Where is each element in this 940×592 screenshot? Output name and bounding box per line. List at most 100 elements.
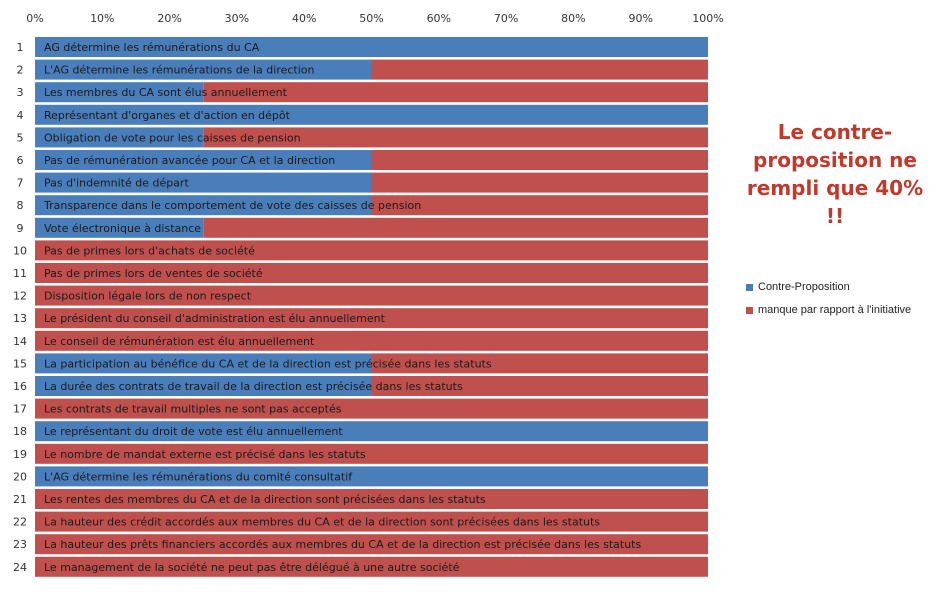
bar-label: Le conseil de rémunération est élu annue… [44,335,315,348]
bar-label: Pas d'indemnité de départ [44,177,189,190]
category-label: 22 [13,516,27,529]
category-label: 21 [13,493,27,506]
category-label: 18 [13,425,27,438]
bar-segment-manque [35,534,708,555]
bar-segment-contre-proposition [35,172,372,193]
bar-segment-manque [371,353,708,374]
bar-labels: AG détermine les rémunérations du CA L'AG… [43,41,641,574]
bar-segment-contre-proposition [35,376,372,396]
x-tick-label: 70% [494,12,518,25]
category-label: 5 [17,131,24,144]
category-label: 11 [13,267,27,280]
bar-segment-contre-proposition [35,466,708,487]
category-label: 2 [17,64,24,77]
category-label: 4 [17,109,24,122]
bar-segment-manque [203,127,708,148]
category-label: 9 [17,222,24,235]
bar-segment-manque [35,330,708,351]
category-label: 24 [13,561,27,574]
bar-label: Le président du conseil d'administration… [44,312,386,325]
category-label: 23 [13,538,27,551]
category-label: 12 [13,290,27,303]
bar-segment-manque [371,150,708,170]
legend: Contre-Proposition manque par rapport à … [746,280,911,326]
x-tick-label: 100% [692,12,723,25]
bar-label: Le management de la société ne peut pas … [44,561,460,574]
legend-swatch-manque [746,306,753,314]
bar-label: Les contrats de travail multiples ne son… [44,403,342,416]
x-tick-label: 20% [157,12,181,25]
bar-label: Pas de primes lors de ventes de société [44,267,263,280]
bar-label: Les membres du CA sont élus annuellement [44,86,288,99]
bar-segment-contre-proposition [35,82,204,103]
bar-segment-manque [203,82,708,103]
bar-segment-manque [371,59,708,80]
category-label: 1 [17,41,24,54]
bar-segment-manque [35,398,708,419]
bar-label: AG détermine les rémunérations du CA [44,41,260,54]
bar-segment-manque [371,376,708,396]
bar-segment-manque [35,511,708,532]
bar-segment-manque [371,195,708,216]
legend-label: Contre-Proposition [758,281,850,293]
bar-segment-contre-proposition [35,353,372,374]
annotation-text: Le contre-proposition ne rempli que 40% … [746,120,924,228]
bar-label: Pas de primes lors d'achats de société [44,244,255,257]
bar-label: La hauteur des crédit accordés aux membr… [44,516,600,529]
bar-label: La hauteur des prêts financiers accordés… [44,538,641,551]
category-label: 16 [13,380,27,393]
bar-label: Représentant d'organes et d'action en dé… [44,109,291,122]
bar-label: Obligation de vote pour les caisses de p… [44,131,301,144]
x-tick-label: 30% [225,12,249,25]
bar-segment-manque [371,172,708,193]
legend-item-manque: manque par rapport à l'initiative [746,303,911,317]
bar-segment-contre-proposition [35,37,708,57]
bar-label: Pas de rémunération avancée pour CA et l… [44,154,335,167]
category-label: 6 [17,154,24,167]
bar-segment-contre-proposition [35,195,372,216]
bar-label: Le nombre de mandat externe est précisé … [44,448,366,461]
bar-segment-contre-proposition [35,217,204,238]
bar-segment-manque [35,489,708,509]
category-label: 19 [13,448,27,461]
legend-label: manque par rapport à l'initiative [758,304,912,316]
bar-label: L'AG détermine les rémunérations du comi… [44,470,353,483]
x-tick-label: 50% [359,12,383,25]
legend-swatch-contre-proposition [746,283,753,291]
bar-segment-contre-proposition [35,421,708,442]
bar-label: La durée des contrats de travail de la d… [44,380,463,393]
x-tick-label: 40% [292,12,316,25]
category-label: 8 [17,199,24,212]
category-label: 13 [13,312,27,325]
bar-label: Transparence dans le comportement de vot… [43,199,421,212]
bar-segment-contre-proposition [35,127,204,148]
bar-segment-contre-proposition [35,150,372,170]
category-label: 3 [17,86,24,99]
bar-segment-manque [35,285,708,306]
category-label: 17 [13,403,27,416]
bar-label: La participation au bénéfice du CA et de… [44,357,492,370]
category-label: 10 [13,244,27,257]
bar-segment-manque [35,240,708,261]
x-axis-ticks: 0% 10% 20% 30% 40% 50% 60% 70% 80% 90% 100% [26,12,723,25]
x-tick-label: 90% [628,12,652,25]
bar-label: Vote électronique à distance [44,222,201,235]
bar-segment-manque [35,263,708,283]
category-label: 15 [13,357,27,370]
bar-segment-contre-proposition [35,104,708,125]
bar-segment-contre-proposition [35,59,372,80]
bar-label: Les rentes des membres du CA et de la di… [44,493,486,506]
bar-label: Disposition légale lors de non respect [44,290,252,303]
legend-item-contre-proposition: Contre-Proposition [746,280,911,294]
x-tick-label: 10% [90,12,114,25]
category-label: 20 [13,470,27,483]
bars [35,37,708,577]
bar-label: Le représentant du droit de vote est élu… [44,425,343,438]
bar-segment-manque [35,556,708,577]
bar-segment-manque [203,217,708,238]
x-tick-label: 80% [561,12,585,25]
x-tick-label: 60% [427,12,451,25]
category-label: 14 [13,335,27,348]
